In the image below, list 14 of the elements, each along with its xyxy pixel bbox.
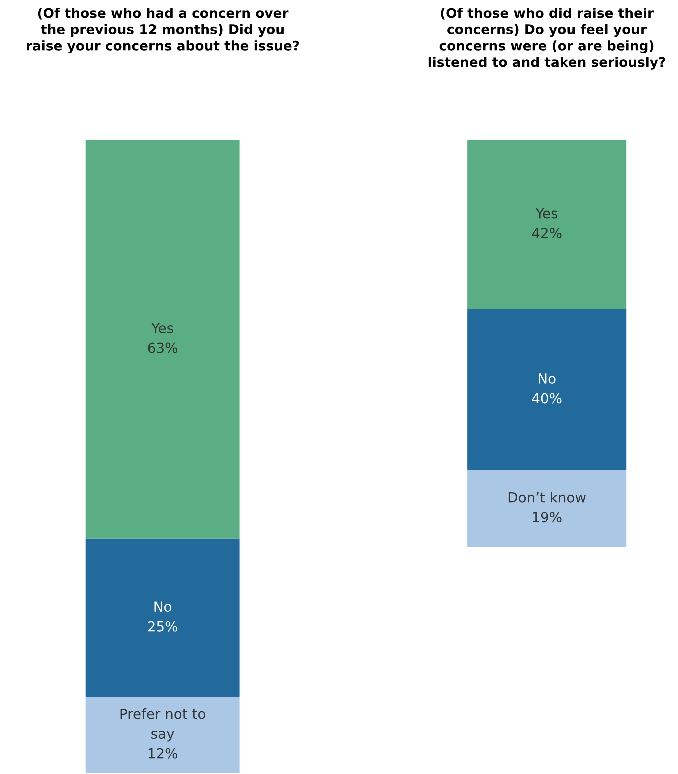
series-label: Don’t know	[508, 492, 586, 503]
series-label: Yes	[536, 208, 558, 219]
data-label: 63%	[148, 342, 178, 354]
data-label: 25%	[148, 621, 178, 632]
series-label: No	[539, 374, 556, 384]
series-label: Prefer not to say	[120, 708, 206, 742]
chart-title: (Of those who did raise their concerns) Do you feel your concerns were (or are being) listened to and taken seriously?	[428, 8, 666, 70]
data-label: 19%	[533, 512, 562, 523]
series-label: No	[154, 602, 172, 612]
chart-title: (Of those who had a concern over the previous 12 months) Did you raise your concerns about the issue?	[27, 8, 300, 54]
series-label: Yes	[152, 323, 174, 334]
data-label: 40%	[532, 393, 562, 404]
data-label: 42%	[532, 228, 562, 239]
data-label: 12%	[148, 748, 178, 759]
